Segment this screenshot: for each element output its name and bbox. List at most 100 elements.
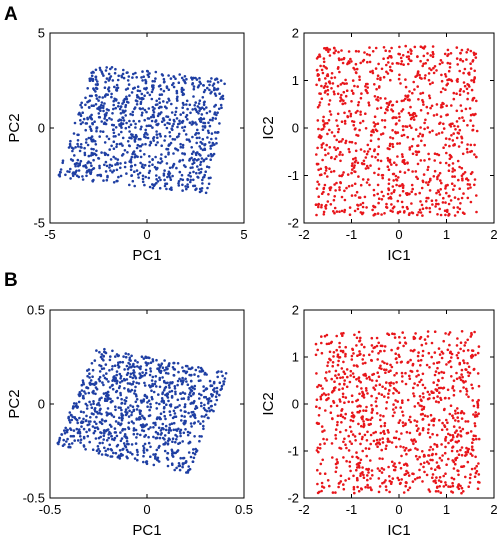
data-point <box>381 457 384 461</box>
y-tick-label: 1 <box>292 73 299 88</box>
data-point <box>474 434 477 438</box>
data-point <box>385 444 388 448</box>
data-point <box>458 93 462 96</box>
data-point <box>395 371 398 375</box>
data-point <box>136 458 139 462</box>
data-point <box>333 380 336 384</box>
data-point <box>393 462 396 465</box>
data-point <box>192 95 195 98</box>
data-point <box>322 123 326 127</box>
data-point <box>400 360 404 364</box>
data-point <box>458 128 462 132</box>
data-point <box>469 186 472 189</box>
data-point <box>71 172 75 175</box>
data-point <box>144 368 148 372</box>
data-point <box>400 454 403 458</box>
data-point <box>194 101 197 104</box>
data-point <box>456 210 460 214</box>
data-point <box>419 358 423 362</box>
data-point <box>380 471 384 474</box>
data-point <box>87 391 91 395</box>
data-point <box>428 94 431 97</box>
data-point <box>337 57 341 60</box>
data-point <box>145 124 149 128</box>
data-point <box>167 372 170 375</box>
data-point <box>423 461 426 465</box>
data-point <box>438 193 442 196</box>
data-point <box>102 74 105 77</box>
data-point <box>421 427 425 430</box>
data-point <box>449 52 453 55</box>
data-point <box>98 370 102 373</box>
data-point <box>365 181 369 184</box>
data-point <box>191 401 195 405</box>
data-point <box>171 124 174 128</box>
data-point <box>439 90 443 94</box>
data-point <box>104 394 108 398</box>
data-point <box>389 100 392 103</box>
data-point <box>395 445 398 449</box>
data-point <box>146 136 150 140</box>
data-point <box>335 181 338 185</box>
data-point <box>468 481 472 484</box>
data-point <box>414 440 418 443</box>
data-point <box>188 171 192 175</box>
data-point <box>63 429 66 432</box>
data-point <box>435 191 438 195</box>
data-point <box>110 123 114 127</box>
data-point <box>336 124 339 128</box>
data-point <box>184 81 187 85</box>
data-point <box>437 174 440 177</box>
data-point <box>322 213 326 216</box>
data-point <box>373 149 376 153</box>
data-point <box>380 448 384 452</box>
data-point <box>391 145 395 149</box>
data-point <box>451 414 454 418</box>
data-point <box>108 443 111 447</box>
data-point <box>375 98 378 101</box>
data-point <box>469 119 472 122</box>
data-point <box>98 66 102 70</box>
data-point <box>344 352 347 356</box>
data-point <box>327 342 331 346</box>
data-point <box>387 333 391 337</box>
data-point <box>216 111 219 114</box>
data-point <box>391 129 394 132</box>
data-point <box>149 455 152 459</box>
data-point <box>385 407 388 410</box>
data-point <box>322 486 326 489</box>
data-point <box>183 392 187 395</box>
data-point <box>325 333 329 337</box>
x-tick-label: -1 <box>346 502 358 517</box>
data-point <box>121 427 125 431</box>
data-point <box>198 439 201 443</box>
data-point <box>463 67 467 71</box>
data-point <box>435 202 438 206</box>
data-point <box>328 370 331 373</box>
data-point <box>458 117 461 120</box>
data-point <box>97 99 100 102</box>
data-point <box>64 173 67 177</box>
data-point <box>86 116 89 120</box>
data-point <box>324 205 327 208</box>
data-point <box>92 104 95 107</box>
data-point <box>447 78 451 81</box>
data-point <box>90 94 93 98</box>
data-point <box>359 148 363 151</box>
data-point <box>128 356 132 360</box>
data-point <box>376 192 380 196</box>
data-point <box>422 54 426 58</box>
data-point <box>351 347 354 351</box>
data-point <box>322 115 325 119</box>
data-point <box>162 410 166 414</box>
data-point <box>438 391 441 395</box>
data-point <box>351 372 355 375</box>
data-point <box>349 114 353 118</box>
data-point <box>448 343 451 347</box>
data-point <box>157 446 160 449</box>
data-point <box>432 396 436 400</box>
data-point <box>178 430 182 433</box>
data-point <box>466 83 469 86</box>
data-point <box>139 102 143 105</box>
data-point <box>466 196 470 200</box>
